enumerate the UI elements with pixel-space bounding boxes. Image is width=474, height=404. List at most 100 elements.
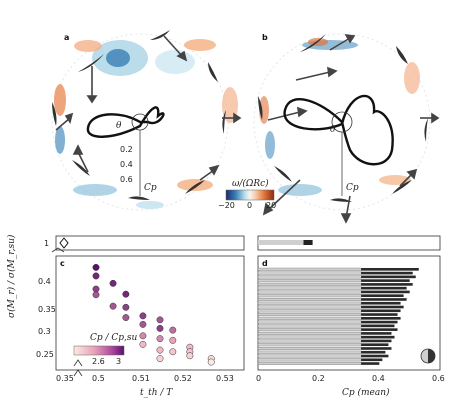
bar-dark xyxy=(361,332,392,335)
x-tick: 0.53 xyxy=(216,374,234,383)
force-arrow xyxy=(77,151,89,173)
arrowhead xyxy=(431,112,440,124)
x-tick: 0.51 xyxy=(132,374,150,383)
cp-colorbar-tick: 3 xyxy=(116,357,121,366)
x-tick: 0.4 xyxy=(372,374,385,383)
colorbar-tick: −20 xyxy=(218,201,235,210)
scatter-point xyxy=(92,263,100,271)
blade xyxy=(52,102,57,126)
blade xyxy=(330,198,352,202)
x-axis-break xyxy=(73,359,83,377)
bar-dark xyxy=(361,279,410,282)
scatter-point xyxy=(156,346,164,354)
scatter-point xyxy=(139,320,147,328)
arrowhead xyxy=(327,66,338,78)
panel-b-label: b xyxy=(262,33,268,42)
top-strip: 1 xyxy=(44,235,441,253)
bar-dark xyxy=(361,320,398,324)
bar-light xyxy=(257,294,362,298)
y-tick: 0.4 xyxy=(38,277,51,286)
r-tick: 0.2 xyxy=(120,145,133,154)
bar-dark xyxy=(361,275,416,279)
pie-icon-half xyxy=(428,349,435,363)
bar-dark xyxy=(361,298,407,301)
bar-light xyxy=(257,320,362,324)
bar-dark xyxy=(361,354,389,358)
bar-dark xyxy=(361,271,413,275)
bar-dark xyxy=(361,309,401,313)
scatter-point xyxy=(156,316,164,324)
bar-light xyxy=(257,286,362,290)
x-tick: 0.5 xyxy=(92,374,105,383)
scatter-point xyxy=(139,312,147,320)
strip-frame-left xyxy=(55,235,245,251)
vortex-blob-orange xyxy=(404,62,420,94)
r-axis-label: Cp xyxy=(144,183,157,193)
bar-light xyxy=(257,343,362,347)
bar-dark xyxy=(361,339,392,343)
bar-dark xyxy=(361,362,380,365)
bar-light xyxy=(257,305,362,309)
panel-c-label: c xyxy=(60,259,65,268)
force-arrow xyxy=(55,117,71,131)
arrowhead xyxy=(64,112,74,124)
vortex-blob-light xyxy=(155,50,195,74)
vortex-blob-blue xyxy=(265,131,275,159)
blade xyxy=(128,196,150,200)
bar-light xyxy=(257,354,362,358)
bar-dark xyxy=(361,317,401,320)
bar-dark xyxy=(361,286,407,290)
bar-dark xyxy=(361,283,413,286)
bar-light xyxy=(257,350,362,354)
plot-frame xyxy=(55,255,245,371)
theta-symbol: θ xyxy=(330,125,336,135)
blade xyxy=(274,166,292,182)
force-arrow xyxy=(163,35,183,57)
vorticity-colorbar: ω/(ΩRc) −20 0 20 xyxy=(218,178,276,210)
scatter-point xyxy=(122,303,130,311)
bar-light xyxy=(257,271,362,275)
blade xyxy=(72,160,90,176)
vortex-blob-blue xyxy=(55,126,65,154)
pentagon-marker xyxy=(59,237,69,249)
bar-dark xyxy=(361,343,389,347)
bar-light xyxy=(257,309,362,313)
panel-b: b θ xyxy=(253,33,440,224)
cp-colorbar-label: Cp / Cp,su xyxy=(90,333,138,343)
r-tick: 0.4 xyxy=(120,160,133,169)
scatter-point xyxy=(156,324,164,332)
arrowhead xyxy=(208,164,220,176)
strip-ytick: 1 xyxy=(44,239,49,248)
bar-dark xyxy=(361,335,395,339)
arrowhead xyxy=(406,168,418,180)
r-tick: 0.6 xyxy=(120,175,133,184)
y-tick: 0.3 xyxy=(38,327,51,336)
bar-light xyxy=(257,362,362,366)
blade xyxy=(396,46,408,64)
scatter-point xyxy=(169,326,177,334)
scatter-point xyxy=(169,336,177,344)
y-tick: 0.35 xyxy=(38,305,56,314)
scatter-point xyxy=(92,291,100,299)
bar-light xyxy=(257,358,362,362)
scatter-point xyxy=(92,285,100,293)
x-axis-label: t_th / T xyxy=(140,388,173,398)
bar-light xyxy=(257,282,362,286)
cp-colorbar-tick: 2.6 xyxy=(92,357,105,366)
panel-d: d 0 0.2 0.4 0.6 Cp (mean) xyxy=(256,255,445,398)
arrowhead xyxy=(262,202,274,216)
panel-d-label: d xyxy=(262,259,268,268)
x-tick: 0.6 xyxy=(432,374,445,383)
bar-light xyxy=(257,290,362,294)
bar-light xyxy=(257,316,362,320)
scatter-point xyxy=(139,332,147,340)
colorbar-title: ω/(ΩRc) xyxy=(232,178,269,189)
scatter-point xyxy=(109,279,117,287)
colorbar-gradient xyxy=(225,189,275,201)
cp-polar-curve xyxy=(283,94,394,166)
r-axis-label: Cp xyxy=(346,183,359,193)
vortex-blob-orange xyxy=(184,39,216,51)
x-axis-label: Cp (mean) xyxy=(342,387,390,398)
bar-light xyxy=(257,339,362,343)
